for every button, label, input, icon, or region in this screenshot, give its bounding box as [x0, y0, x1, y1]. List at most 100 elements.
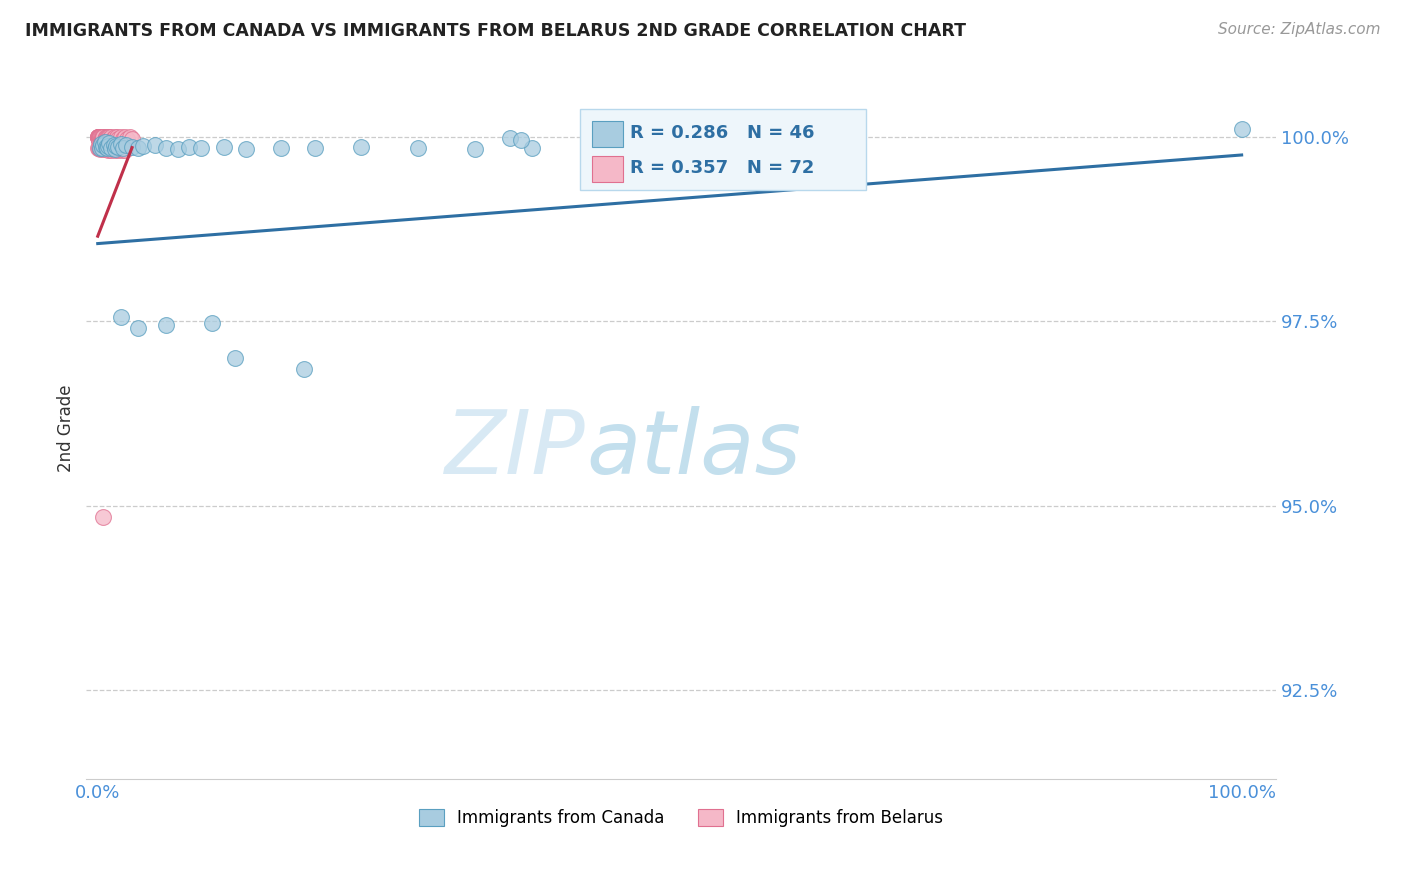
Point [105, 129, 128, 144]
Point [87, 129, 110, 144]
Point [121, 132, 143, 146]
Point [115, 138, 138, 153]
Point [464, 142, 486, 156]
Point [87, 140, 110, 154]
Point [636, 136, 658, 150]
Point [93, 134, 115, 148]
Point [121, 140, 143, 154]
Point [98, 134, 121, 148]
Point [98, 136, 121, 150]
Text: IMMIGRANTS FROM CANADA VS IMMIGRANTS FROM BELARUS 2ND GRADE CORRELATION CHART: IMMIGRANTS FROM CANADA VS IMMIGRANTS FRO… [25, 22, 966, 40]
Point [91, 129, 114, 144]
Text: R = 0.357   N = 72: R = 0.357 N = 72 [630, 159, 814, 177]
Point [91, 141, 114, 155]
Point [87, 129, 110, 144]
Point [103, 137, 125, 152]
Point [98, 132, 121, 146]
FancyBboxPatch shape [581, 109, 866, 190]
Point [166, 142, 188, 156]
Point [97, 143, 120, 157]
Point [87, 129, 110, 144]
Text: atlas: atlas [586, 406, 801, 492]
Point [96, 141, 118, 155]
Point [103, 134, 125, 148]
Point [510, 133, 533, 147]
Point [111, 140, 134, 154]
Point [91, 140, 114, 154]
Point [103, 142, 125, 156]
Point [101, 141, 124, 155]
Text: ZIP: ZIP [446, 406, 586, 492]
Point [105, 139, 128, 153]
Point [522, 140, 544, 154]
Point [110, 310, 132, 325]
Point [93, 129, 115, 144]
Point [97, 139, 120, 153]
Point [96, 132, 118, 146]
Point [100, 143, 122, 157]
Point [93, 138, 115, 153]
Point [498, 131, 520, 145]
Point [235, 142, 257, 156]
Point [118, 129, 141, 144]
Legend: Immigrants from Canada, Immigrants from Belarus: Immigrants from Canada, Immigrants from … [412, 802, 950, 834]
Point [89, 129, 111, 144]
Point [87, 129, 110, 144]
Point [624, 133, 647, 147]
Point [190, 141, 212, 155]
Point [107, 132, 129, 146]
Point [155, 140, 177, 154]
Point [94, 129, 117, 144]
Point [110, 136, 132, 151]
Point [87, 129, 110, 144]
Point [105, 142, 128, 156]
Point [94, 140, 117, 154]
Point [90, 134, 112, 148]
Point [90, 136, 112, 151]
Point [91, 134, 114, 148]
Point [90, 129, 112, 144]
Point [1230, 122, 1253, 136]
Point [96, 129, 118, 144]
Point [179, 140, 201, 154]
Point [104, 142, 127, 156]
Point [350, 140, 373, 154]
Point [127, 141, 149, 155]
Point [100, 129, 122, 144]
Point [108, 141, 131, 155]
Point [406, 141, 429, 155]
Point [104, 143, 127, 157]
Point [105, 141, 128, 155]
Point [98, 141, 121, 155]
Point [87, 132, 110, 146]
Point [98, 129, 121, 144]
Point [224, 351, 246, 365]
Point [143, 138, 166, 153]
Point [96, 142, 118, 156]
Point [110, 129, 132, 144]
Point [107, 143, 129, 157]
Point [112, 142, 135, 156]
Point [589, 141, 612, 155]
Point [87, 129, 110, 144]
Point [304, 141, 326, 155]
Point [93, 142, 115, 156]
Point [94, 141, 117, 155]
Point [110, 142, 132, 156]
Point [114, 143, 136, 157]
Y-axis label: 2nd Grade: 2nd Grade [58, 384, 75, 472]
Point [292, 362, 315, 376]
Point [212, 140, 235, 154]
Point [201, 316, 224, 330]
Point [91, 132, 114, 146]
Point [127, 321, 149, 335]
Point [89, 140, 111, 154]
Point [117, 132, 139, 146]
Point [89, 142, 111, 156]
FancyBboxPatch shape [592, 156, 623, 182]
Point [89, 132, 111, 146]
Point [114, 129, 136, 144]
Point [87, 134, 110, 148]
Text: R = 0.286   N = 46: R = 0.286 N = 46 [630, 124, 814, 142]
Point [100, 140, 122, 154]
